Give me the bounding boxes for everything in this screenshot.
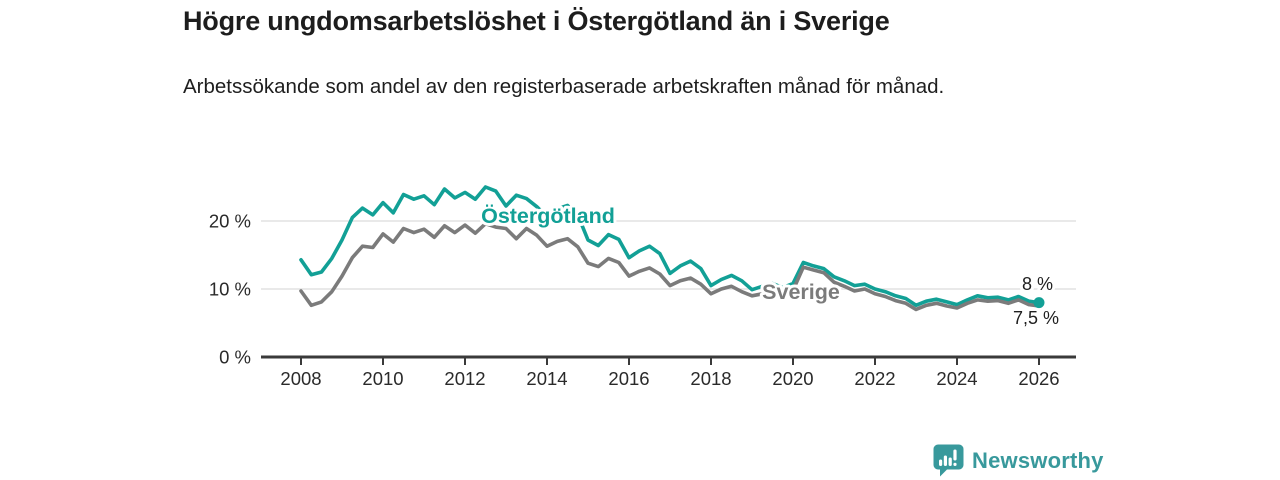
y-tick-label-10: 10 %: [209, 279, 251, 300]
x-tick-label-2022: 2022: [854, 368, 895, 389]
chart-subtitle: Arbetssökande som andel av den registerb…: [183, 75, 945, 98]
end-label-sverige: 7,5 %: [1013, 308, 1059, 328]
newsworthy-brand: Newsworthy: [933, 444, 1104, 477]
x-tick-label-2026: 2026: [1018, 368, 1059, 389]
end-label-ostergotland: 8 %: [1022, 274, 1053, 294]
chart-line-ostergotland: [299, 185, 1041, 308]
x-tick-label-2020: 2020: [772, 368, 813, 389]
y-tick-label-20: 20 %: [209, 211, 251, 232]
series-label-sverige: Sverige: [762, 280, 840, 304]
end-point-dot: [1033, 297, 1045, 309]
newsworthy-logo-icon: [933, 444, 964, 477]
newsworthy-wordmark: Newsworthy: [972, 447, 1104, 473]
x-tick-label-2008: 2008: [280, 368, 321, 389]
x-tick-label-2012: 2012: [444, 368, 485, 389]
x-tick-label-2014: 2014: [526, 368, 567, 389]
x-tick-label-2024: 2024: [936, 368, 977, 389]
chart-line-sverige: [299, 221, 1041, 312]
x-tick-label-2016: 2016: [608, 368, 649, 389]
x-tick-label-2018: 2018: [690, 368, 731, 389]
series-label-ostergotland: Östergötland: [481, 203, 615, 228]
x-tick-label-2010: 2010: [362, 368, 403, 389]
page-title: Högre ungdomsarbetslöshet i Östergötland…: [183, 6, 890, 36]
y-tick-label-0: 0 %: [219, 347, 251, 368]
